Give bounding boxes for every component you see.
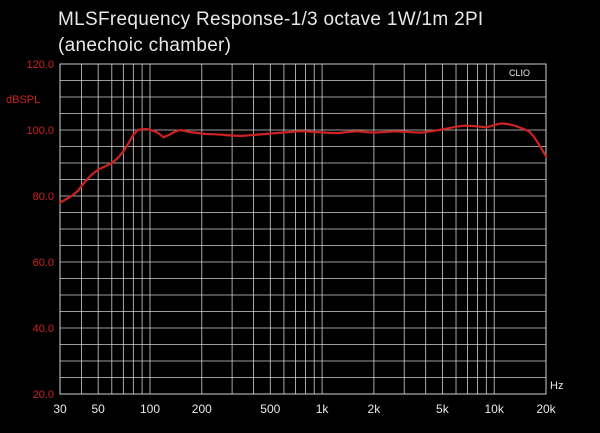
chart-title: MLSFrequency Response-1/3 octave 1W/1m 2… (58, 9, 484, 30)
tick-labels: 20.0 40.0 60.0 80.0 100.0 120.0 30 50 100 200 500 1… (26, 59, 556, 416)
x-tick-label: 200 (192, 402, 212, 416)
x-tick-label: 1k (316, 402, 330, 416)
y-tick-label: 40.0 (33, 323, 54, 335)
y-tick-label: 80.0 (33, 191, 54, 203)
y-axis-label: dBSPL (6, 94, 40, 106)
x-tick-label: 10k (485, 402, 505, 416)
x-tick-label: 500 (260, 402, 280, 416)
x-tick-label: 100 (140, 402, 160, 416)
y-tick-label: 100.0 (26, 125, 54, 137)
frequency-response-line (58, 122, 548, 204)
x-tick-label: 50 (92, 402, 106, 416)
x-tick-label: 30 (53, 402, 67, 416)
plot-area (58, 122, 548, 204)
y-tick-label: 20.0 (33, 389, 54, 401)
brand-label: CLIO (509, 68, 530, 78)
x-tick-label: 5k (436, 402, 450, 416)
x-tick-label: 2k (368, 402, 382, 416)
grid (59, 63, 547, 395)
y-tick-label: 60.0 (33, 257, 54, 269)
y-tick-label: 120.0 (26, 59, 54, 71)
chart-subtitle: (anechoic chamber) (58, 35, 232, 56)
x-tick-label: 20k (536, 402, 556, 416)
x-axis-label: Hz (550, 380, 563, 392)
